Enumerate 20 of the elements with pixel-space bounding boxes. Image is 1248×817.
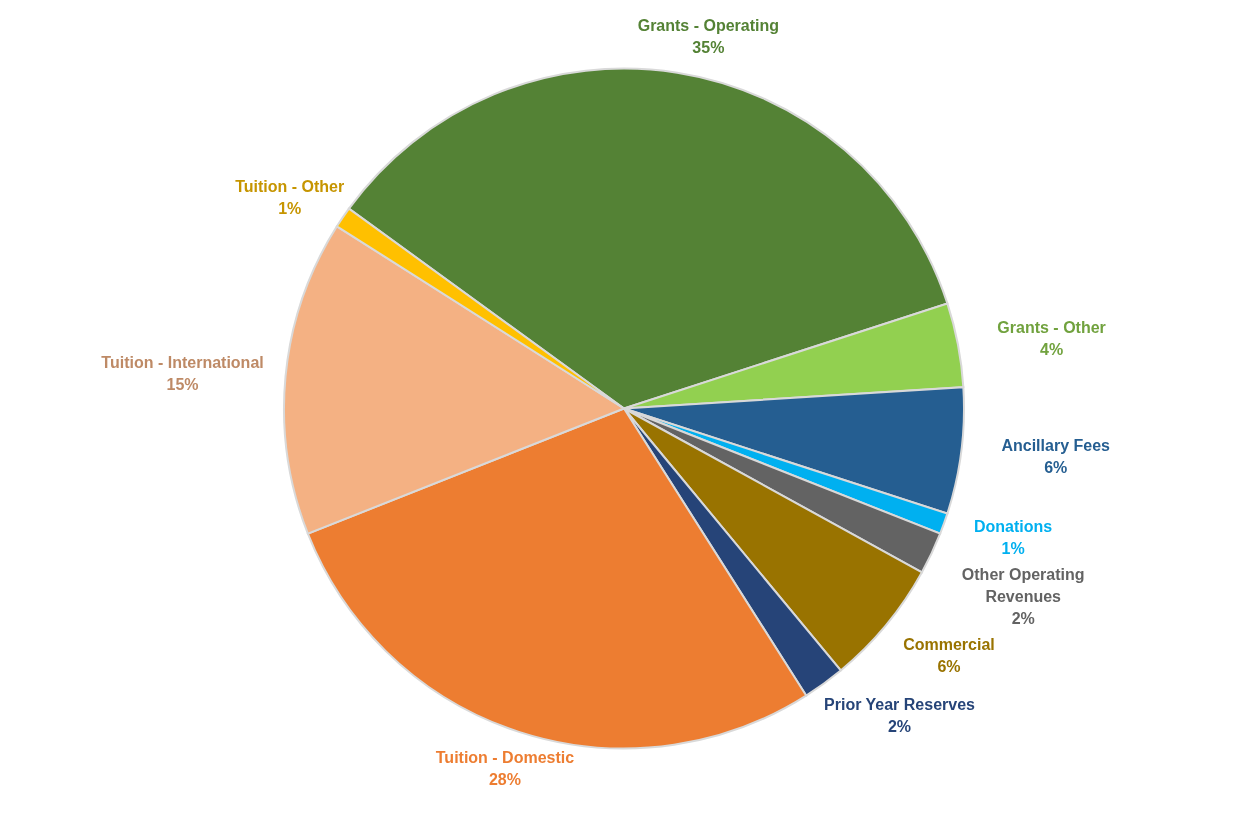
data-label: 2% <box>1011 610 1035 628</box>
data-label: 1% <box>278 199 302 217</box>
slice-label: Ancillary Fees <box>1001 437 1111 455</box>
data-label: 6% <box>1044 459 1068 477</box>
slice-label: Commercial <box>903 636 995 654</box>
slice-label: Tuition - Other <box>235 177 345 195</box>
data-label: 35% <box>692 38 725 56</box>
slice-label: Grants - Other <box>997 319 1106 337</box>
data-label: 2% <box>887 717 912 735</box>
data-label: 1% <box>1001 540 1025 558</box>
slice-label: Donations <box>973 518 1053 536</box>
data-label: 28% <box>488 771 521 789</box>
data-label: 6% <box>937 658 961 676</box>
slice-label: Other Operating Revenues <box>961 566 1085 606</box>
slice-label: Tuition - Domestic <box>435 749 575 767</box>
slice-label: Tuition - International <box>101 354 264 372</box>
data-label: 15% <box>166 376 199 394</box>
data-label: 4% <box>1040 341 1064 359</box>
slice-label: Grants - Operating <box>637 16 780 34</box>
slice-label: Prior Year Reserves <box>824 695 976 713</box>
